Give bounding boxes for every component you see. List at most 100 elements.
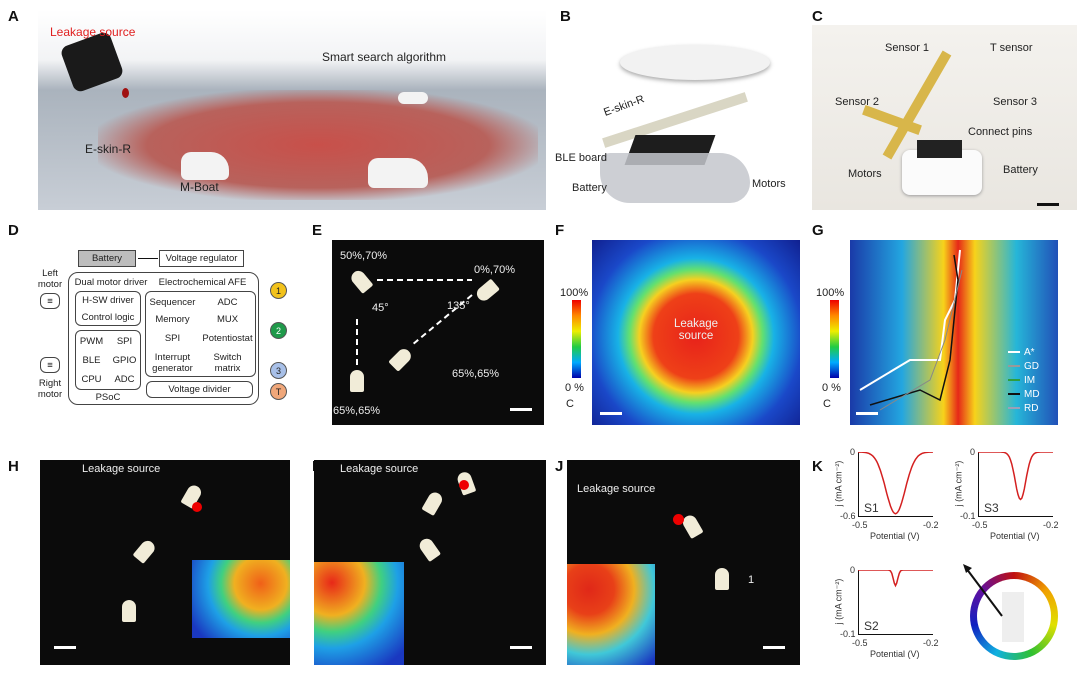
direction-arrow-icon <box>963 564 1003 617</box>
panel-label-d: D <box>8 222 19 239</box>
legend-swatch <box>1008 407 1020 409</box>
xlabel: Potential (V) <box>990 531 1040 541</box>
g-unit: C <box>823 398 831 410</box>
xtick: -0.2 <box>1043 520 1059 530</box>
c-sensor2-label: Sensor 2 <box>835 96 880 108</box>
oil-drop-icon <box>122 88 129 98</box>
afe-spi: SPI <box>164 333 181 344</box>
panel-label-k: K <box>812 458 823 475</box>
legend-label: MD <box>1024 388 1040 400</box>
j-boat-number: 1 <box>748 574 755 586</box>
eskin-r-label: E-skin-R <box>85 142 132 156</box>
oil-slick <box>98 90 538 200</box>
main-board <box>68 272 259 405</box>
xlabel: Potential (V) <box>870 649 920 659</box>
plot-name: S3 <box>984 501 999 515</box>
ytick: 0 <box>850 447 856 457</box>
xtick: -0.5 <box>852 638 868 648</box>
legend-swatch <box>1008 365 1020 367</box>
cover-shell <box>620 45 770 80</box>
pwm: PWM <box>79 336 104 347</box>
switch-matrix: Switch matrix <box>213 352 242 374</box>
regulator-block: Voltage regulator <box>159 250 244 267</box>
panel-label-c: C <box>812 8 823 25</box>
ytick: -0.6 <box>840 511 856 521</box>
legend-label: IM <box>1024 374 1036 386</box>
boat-j1 <box>680 512 704 540</box>
legend-item: IM <box>1008 373 1040 387</box>
f-min: 0 % <box>565 382 584 394</box>
legend-item: MD <box>1008 387 1040 401</box>
inset-heatmap <box>314 562 404 665</box>
direction-wheel <box>970 572 1058 660</box>
psoc-spi: SPI <box>116 336 133 347</box>
b-motors-label: Motors <box>752 178 786 190</box>
panel-label-a: A <box>8 8 19 25</box>
potentiostat: Potentiostat <box>202 333 253 344</box>
leakage-source-label: Leakage source <box>50 25 135 39</box>
pcb <box>917 140 962 158</box>
afe-block <box>145 291 256 377</box>
e-label-4: 65%,65% <box>333 405 381 417</box>
k-curve-s2 <box>858 570 933 588</box>
panel-label-b: B <box>560 8 571 25</box>
panel-g-heatmap <box>850 240 1058 425</box>
legend-swatch <box>1008 379 1020 381</box>
legend-item: RD <box>1008 401 1040 415</box>
legend-swatch <box>1008 351 1020 353</box>
e-label-2: 0%,70% <box>474 264 515 276</box>
boat-2 <box>368 158 428 188</box>
xtick: -0.2 <box>923 638 939 648</box>
e-angle-2: 135° <box>447 300 470 312</box>
psoc-adc: ADC <box>114 374 135 385</box>
scale-bar <box>763 646 785 649</box>
ble: BLE <box>82 355 101 366</box>
temp-sensor: T <box>270 383 287 400</box>
electrode-1: 1 <box>270 282 287 299</box>
boat-3 <box>398 92 428 104</box>
path-arrows <box>356 279 473 365</box>
legend-label: RD <box>1024 402 1039 414</box>
c-battery-label: Battery <box>1003 164 1038 176</box>
h-leak-label: Leakage source <box>82 463 161 475</box>
left-motor-icon: ≡ <box>40 293 60 309</box>
boat-1 <box>181 152 229 180</box>
plot-name: S1 <box>864 501 879 515</box>
ylabel: j (mA cm⁻²) <box>953 460 964 507</box>
left-motor-label: Left motor <box>37 268 63 290</box>
panel-h-image <box>40 460 290 665</box>
scale-bar <box>600 412 622 415</box>
boat-h2 <box>132 538 158 564</box>
scale-bar <box>1037 203 1059 206</box>
panel-e-image <box>332 240 544 425</box>
ylabel: j (mA cm⁻²) <box>833 460 844 507</box>
panel-c-photo <box>812 25 1077 210</box>
xtick: -0.5 <box>852 520 868 530</box>
ytick: 0 <box>970 447 976 457</box>
panel-label-h: H <box>8 458 19 475</box>
k-plot-s1 <box>858 452 933 517</box>
c-sensor3-label: Sensor 3 <box>993 96 1038 108</box>
xtick: -0.5 <box>972 520 988 530</box>
e-angle-1: 45° <box>372 302 389 314</box>
inset-heatmap <box>192 560 290 638</box>
hull <box>600 153 750 203</box>
boat-j2 <box>715 568 729 590</box>
boat-i2 <box>421 489 445 517</box>
b-ble-label: BLE board <box>555 152 607 164</box>
electrode-3: 3 <box>270 362 287 379</box>
j-leak-label: Leakage source <box>577 483 656 495</box>
panel-a-scene <box>38 10 546 210</box>
panel-j-image <box>567 460 800 665</box>
leak-dot <box>459 480 469 490</box>
legend-swatch <box>1008 393 1020 395</box>
i-leak-label: Leakage source <box>340 463 419 475</box>
battery-block: Battery <box>78 250 136 267</box>
panel-label-e: E <box>312 222 323 239</box>
panel-b-exploded-view <box>560 25 800 210</box>
arrow-line <box>138 258 158 259</box>
g-min: 0 % <box>822 382 841 394</box>
legend-item: GD <box>1008 359 1040 373</box>
hsw-text: H-SW driver <box>82 295 134 306</box>
electrode-2: 2 <box>270 322 287 339</box>
